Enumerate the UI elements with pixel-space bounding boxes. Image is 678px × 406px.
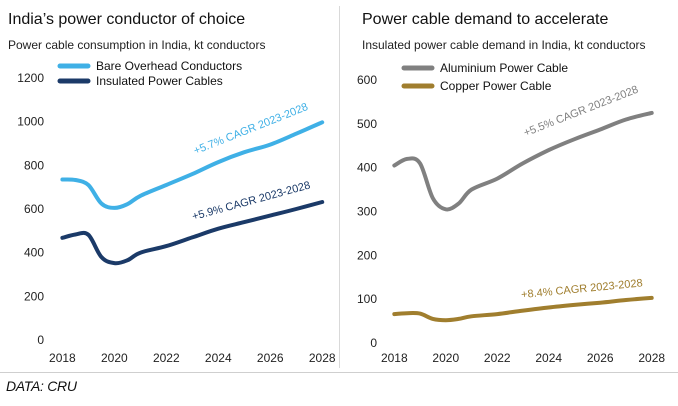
right-y-tick-label: 0 [370,336,377,350]
left-chart-title: India’s power conductor of choice [8,11,246,28]
right-chart-subtitle: Insulated power cable demand in India, k… [362,38,646,52]
left-y-tick-label: 200 [24,289,44,303]
right-chart-panel: Power cable demand to accelerate Insulat… [340,0,678,372]
right-x-tick-label: 2020 [432,351,459,365]
data-source: DATA: CRU [6,378,77,394]
right-cagr-annotation-copper-power-cable: +8.4% CAGR 2023-2028 [521,277,644,301]
left-series-line-bare-overhead-conductors [60,120,325,210]
left-y-tick-label: 1000 [17,115,44,129]
left-x-tick-label: 2020 [101,351,128,365]
right-x-tick-label: 2024 [535,351,562,365]
left-y-tick-label: 400 [24,246,44,260]
right-x-tick-label: 2018 [381,351,408,365]
right-y-tick-label: 400 [357,161,377,175]
left-y-tick-label: 800 [24,158,44,172]
right-chart-title: Power cable demand to accelerate [362,11,609,28]
right-x-tick-label: 2022 [484,351,511,365]
right-y-tick-label: 600 [357,73,377,87]
left-x-tick-label: 2024 [205,351,232,365]
left-x-tick-label: 2026 [257,351,284,365]
panel-divider [339,6,340,368]
right-legend-label-copper-power-cable: Copper Power Cable [440,79,552,93]
footer-rule [0,372,678,373]
right-y-tick-label: 300 [357,205,377,219]
left-legend-label-bare-overhead-conductors: Bare Overhead Conductors [96,59,242,73]
left-x-tick-label: 2022 [153,351,180,365]
right-series-line-copper-power-cable [392,295,654,323]
right-x-tick-label: 2028 [638,351,665,365]
left-series-line-insulated-power-cables [60,200,325,266]
left-cagr-annotation-insulated-power-cables: +5.9% CAGR 2023-2028 [191,179,312,223]
left-chart-subtitle: Power cable consumption in India, kt con… [8,38,266,52]
left-chart-plot: 0 200 400 600 800 1000 1200 2018 2020 2022 2024 202… [17,59,336,365]
right-y-tick-label: 500 [357,117,377,131]
right-y-tick-label: 100 [357,292,377,306]
left-legend-label-insulated-power-cables: Insulated Power Cables [96,74,223,88]
right-y-tick-label: 200 [357,248,377,262]
left-x-tick-label: 2018 [49,351,76,365]
left-x-tick-label: 2028 [309,351,336,365]
right-x-tick-label: 2026 [587,351,614,365]
left-chart-panel: India’s power conductor of choice Power … [0,0,338,372]
right-chart-plot: 0 100 200 300 400 500 600 2018 2020 2022 2024 2026 2… [357,61,665,365]
right-legend-label-aluminium-power-cable: Aluminium Power Cable [440,61,568,75]
right-series-line-aluminium-power-cable [392,110,654,212]
left-y-tick-label: 0 [37,333,44,347]
left-y-tick-label: 1200 [17,71,44,85]
left-y-tick-label: 600 [24,202,44,216]
